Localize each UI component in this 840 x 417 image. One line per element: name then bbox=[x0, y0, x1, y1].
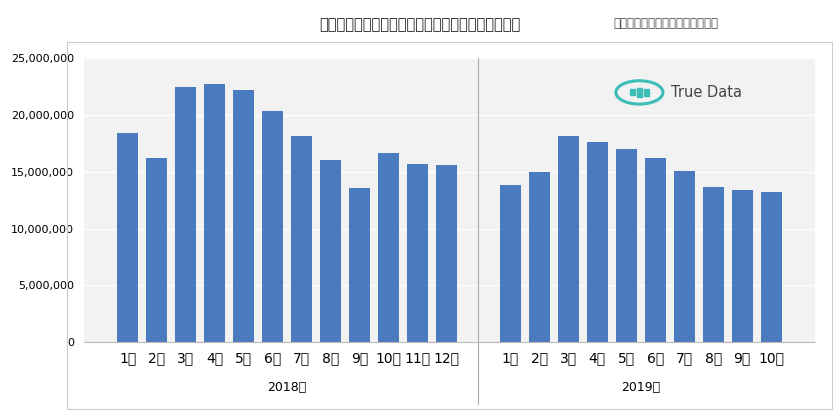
Bar bbox=[262, 111, 283, 342]
Text: ドラッグストアのインバウンド消費購買金額の推移: ドラッグストアのインバウンド消費購買金額の推移 bbox=[319, 17, 521, 32]
Bar bbox=[378, 153, 399, 342]
Bar bbox=[176, 87, 196, 342]
Bar bbox=[407, 164, 428, 342]
Bar bbox=[320, 161, 341, 342]
Bar bbox=[291, 136, 312, 342]
Bar bbox=[645, 158, 665, 342]
Bar bbox=[204, 85, 225, 342]
Bar bbox=[587, 142, 607, 342]
Bar bbox=[529, 172, 549, 342]
Bar bbox=[761, 192, 781, 342]
Bar bbox=[616, 149, 637, 342]
Text: 2018年: 2018年 bbox=[267, 381, 307, 394]
Bar bbox=[558, 136, 579, 342]
Bar bbox=[146, 158, 167, 342]
Text: 2019年: 2019年 bbox=[621, 381, 660, 394]
Bar bbox=[732, 190, 753, 342]
Bar bbox=[234, 90, 254, 342]
Bar bbox=[500, 186, 521, 342]
Text: １店舗あたりの売上金額　（円）: １店舗あたりの売上金額 （円） bbox=[613, 17, 718, 30]
Text: True Data: True Data bbox=[671, 85, 743, 100]
Bar bbox=[118, 133, 138, 342]
Bar bbox=[703, 186, 723, 342]
Bar bbox=[349, 188, 370, 342]
Bar bbox=[674, 171, 695, 342]
Bar bbox=[436, 165, 457, 342]
